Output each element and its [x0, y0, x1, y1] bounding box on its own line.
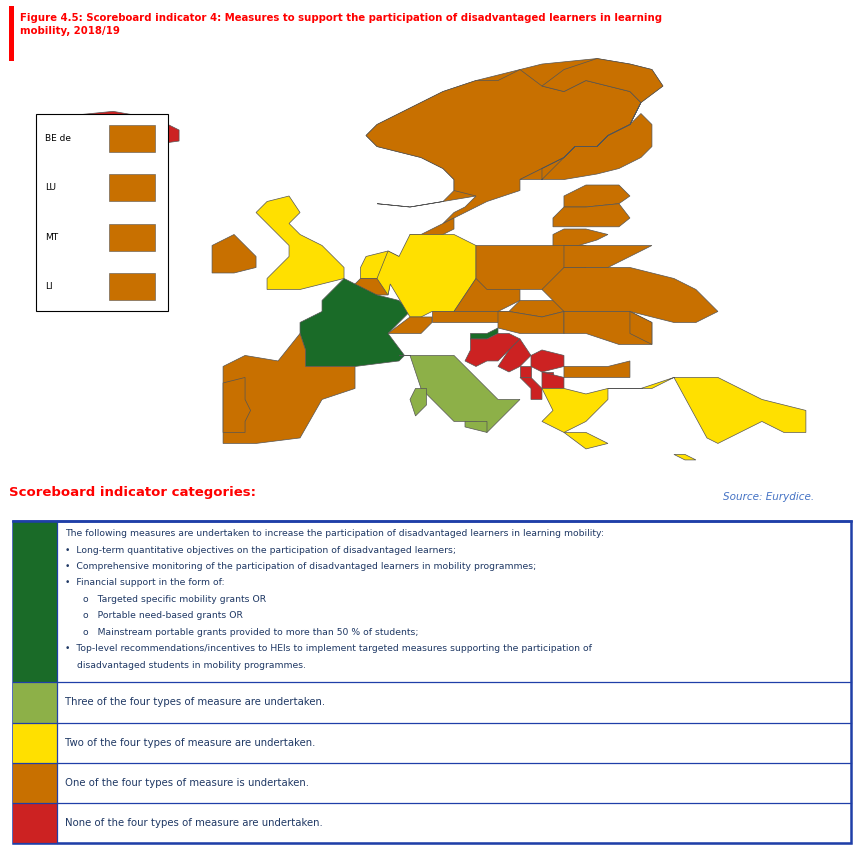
- Text: Source: Eurydice.: Source: Eurydice.: [723, 492, 815, 502]
- Text: mobility, 2018/19: mobility, 2018/19: [20, 26, 120, 36]
- Polygon shape: [531, 350, 564, 372]
- Bar: [109, 125, 155, 152]
- Polygon shape: [553, 229, 608, 247]
- Text: LU: LU: [45, 184, 56, 192]
- Text: o   Targeted specific mobility grants OR: o Targeted specific mobility grants OR: [65, 595, 266, 604]
- Polygon shape: [674, 455, 696, 460]
- Text: disadvantaged students in mobility programmes.: disadvantaged students in mobility progr…: [65, 660, 306, 670]
- Bar: [109, 224, 155, 251]
- Polygon shape: [300, 279, 410, 366]
- Bar: [109, 273, 155, 300]
- Polygon shape: [498, 311, 564, 333]
- Polygon shape: [465, 333, 520, 366]
- Text: MT: MT: [45, 233, 58, 241]
- Polygon shape: [520, 366, 531, 377]
- Polygon shape: [465, 422, 487, 433]
- Polygon shape: [350, 279, 391, 295]
- Polygon shape: [542, 372, 553, 377]
- Polygon shape: [520, 59, 663, 179]
- Text: Two of the four types of measure are undertaken.: Two of the four types of measure are und…: [65, 738, 315, 748]
- Text: •  Top-level recommendations/incentives to HEIs to implement targeted measures s: • Top-level recommendations/incentives t…: [65, 644, 592, 653]
- Polygon shape: [212, 235, 256, 273]
- Polygon shape: [542, 268, 718, 322]
- Polygon shape: [520, 377, 542, 399]
- Polygon shape: [471, 328, 498, 339]
- Bar: [36, 114, 168, 311]
- Text: LI: LI: [45, 282, 53, 292]
- Bar: [109, 174, 155, 201]
- Polygon shape: [377, 235, 476, 317]
- Polygon shape: [366, 70, 641, 224]
- Bar: [13, 683, 56, 722]
- Text: o   Portable need-based grants OR: o Portable need-based grants OR: [65, 611, 243, 620]
- Polygon shape: [476, 246, 586, 290]
- Polygon shape: [399, 355, 520, 433]
- Text: •  Long-term quantitative objectives on the participation of disadvantaged learn: • Long-term quantitative objectives on t…: [65, 546, 456, 554]
- Polygon shape: [432, 311, 509, 322]
- Polygon shape: [553, 204, 630, 227]
- Polygon shape: [564, 433, 608, 449]
- Text: •  Comprehensive monitoring of the participation of disadvantaged learners in mo: • Comprehensive monitoring of the partic…: [65, 562, 537, 571]
- FancyBboxPatch shape: [13, 521, 851, 843]
- Polygon shape: [564, 311, 652, 344]
- Polygon shape: [509, 300, 564, 317]
- Bar: [13, 803, 56, 843]
- Polygon shape: [564, 361, 630, 377]
- Text: Scoreboard indicator categories:: Scoreboard indicator categories:: [9, 486, 256, 499]
- Text: The following measures are undertaken to increase the participation of disadvant: The following measures are undertaken to…: [65, 530, 604, 538]
- Polygon shape: [564, 246, 652, 268]
- Polygon shape: [223, 333, 355, 444]
- Polygon shape: [454, 279, 520, 311]
- Text: One of the four types of measure is undertaken.: One of the four types of measure is unde…: [65, 778, 309, 788]
- Text: Figure 4.5: Scoreboard indicator 4: Measures to support the participation of dis: Figure 4.5: Scoreboard indicator 4: Meas…: [20, 13, 662, 23]
- Text: Three of the four types of measure are undertaken.: Three of the four types of measure are u…: [65, 697, 325, 707]
- Polygon shape: [366, 59, 663, 207]
- Polygon shape: [564, 185, 630, 207]
- Bar: [13, 722, 56, 762]
- Text: o   Mainstream portable grants provided to more than 50 % of students;: o Mainstream portable grants provided to…: [65, 627, 418, 637]
- Polygon shape: [608, 377, 806, 444]
- Polygon shape: [498, 339, 531, 372]
- Polygon shape: [360, 251, 399, 279]
- Text: BE de: BE de: [45, 133, 71, 143]
- Text: •  Financial support in the form of:: • Financial support in the form of:: [65, 578, 225, 587]
- Polygon shape: [542, 372, 564, 388]
- Bar: [13, 521, 56, 683]
- Polygon shape: [410, 388, 427, 416]
- Polygon shape: [58, 111, 179, 149]
- Polygon shape: [256, 196, 344, 290]
- Bar: [13, 762, 56, 803]
- Polygon shape: [630, 311, 652, 344]
- Text: None of the four types of measure are undertaken.: None of the four types of measure are un…: [65, 818, 322, 828]
- Polygon shape: [410, 218, 454, 240]
- Polygon shape: [223, 377, 251, 433]
- Polygon shape: [542, 388, 608, 433]
- Polygon shape: [388, 317, 432, 333]
